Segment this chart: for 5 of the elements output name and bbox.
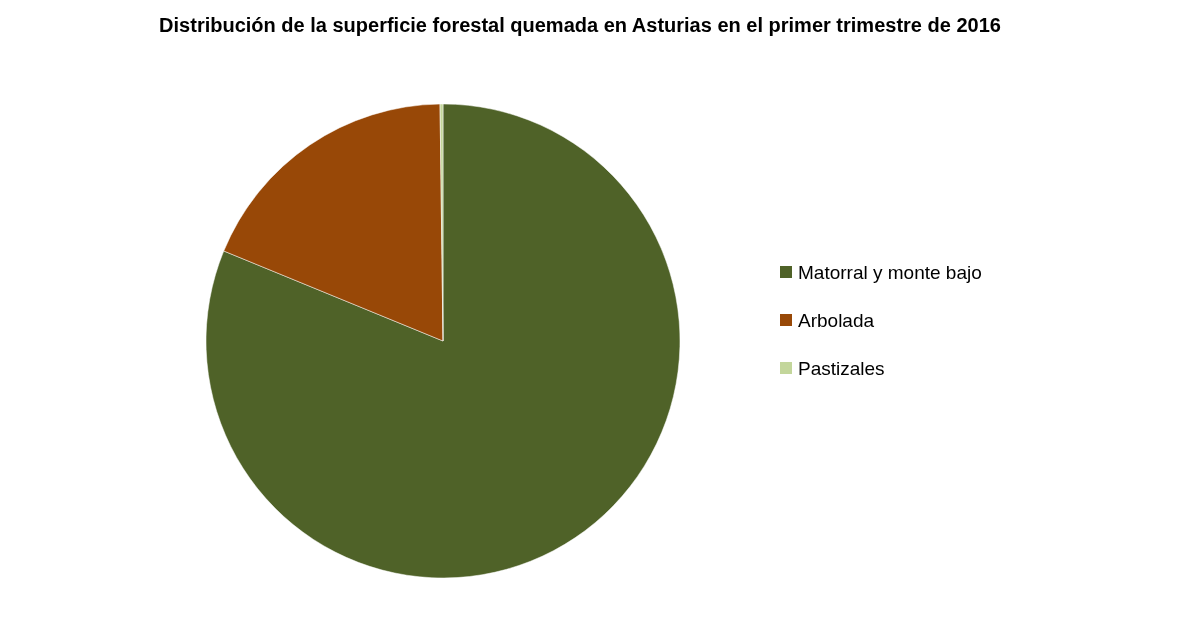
legend-label: Arbolada <box>798 309 875 331</box>
chart-title: Distribución de la superficie forestal quemada en Asturias en el primer trimestre de 2016 <box>159 14 1001 36</box>
legend-label: Matorral y monte bajo <box>798 261 982 283</box>
legend-label: Pastizales <box>798 357 885 379</box>
pie-slice <box>205 103 681 578</box>
